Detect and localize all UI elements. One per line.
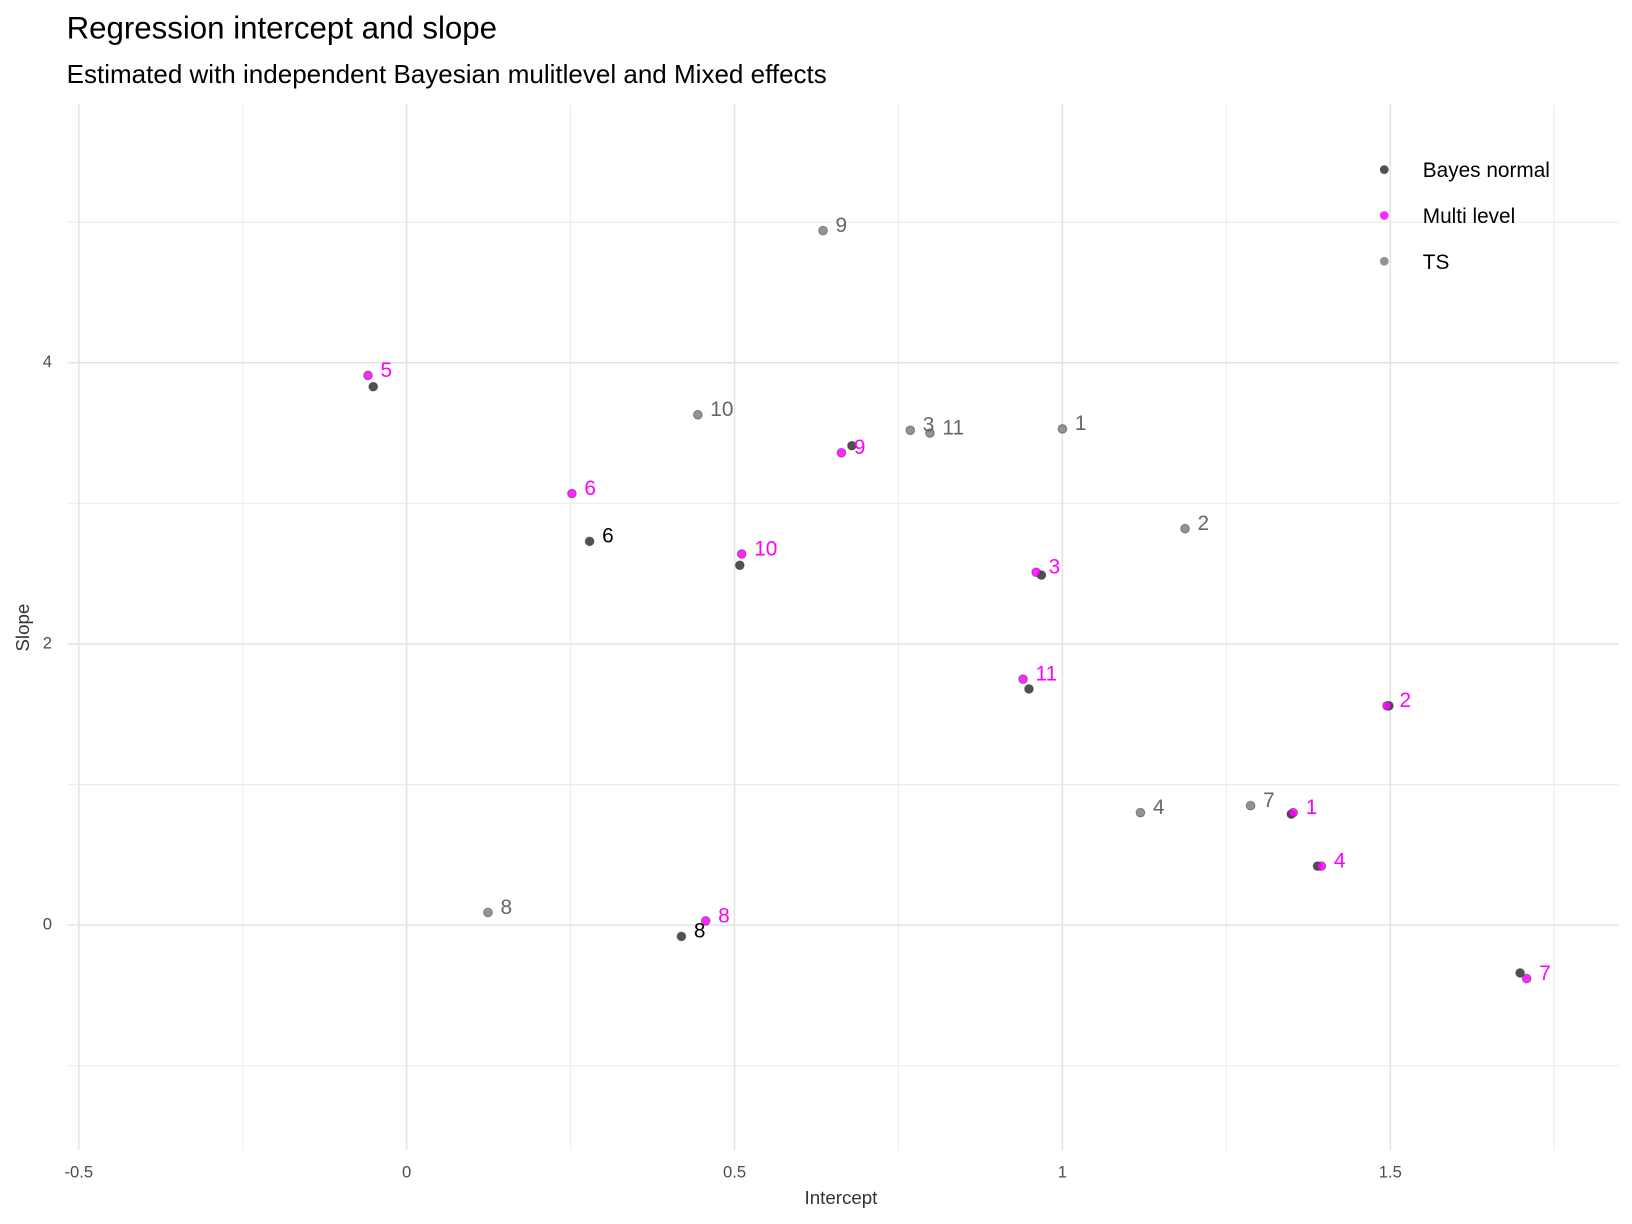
point xyxy=(676,931,687,942)
point xyxy=(818,225,828,236)
point xyxy=(1057,423,1068,434)
point-label: 8 xyxy=(500,896,512,919)
point xyxy=(700,916,711,926)
legend-swatch xyxy=(1379,256,1389,266)
legend-label: TS xyxy=(1423,251,1450,274)
point-label: 10 xyxy=(754,537,777,560)
point xyxy=(567,488,577,499)
point-label: 4 xyxy=(1334,849,1346,872)
chart-subtitle: Estimated with independent Bayesian muli… xyxy=(67,59,827,89)
legend-label: Multi level xyxy=(1423,205,1515,228)
y-tick-label: 0 xyxy=(43,915,52,934)
point xyxy=(483,907,493,918)
point xyxy=(1382,700,1392,711)
point xyxy=(847,440,857,451)
point xyxy=(1521,973,1532,984)
point xyxy=(1245,800,1256,811)
point xyxy=(1180,523,1190,534)
x-tick-label: 1 xyxy=(1058,1162,1067,1181)
point-label: 1 xyxy=(1306,796,1318,819)
point-label: 8 xyxy=(718,904,730,927)
x-tick-label: -0.5 xyxy=(64,1162,93,1181)
point-label: 9 xyxy=(836,214,848,237)
point xyxy=(836,447,847,458)
point xyxy=(584,536,595,547)
point xyxy=(1288,807,1299,818)
point-label: 9 xyxy=(854,436,866,459)
point-label: 2 xyxy=(1399,689,1411,712)
point xyxy=(734,560,745,571)
chart-title: Regression intercept and slope xyxy=(67,10,497,45)
point xyxy=(368,381,379,392)
y-tick-label: 4 xyxy=(43,352,52,371)
point-label: 4 xyxy=(1153,796,1165,819)
point-label: 11 xyxy=(1036,662,1058,685)
x-tick-label: 1.5 xyxy=(1379,1162,1402,1181)
point xyxy=(1018,674,1028,685)
legend: Bayes normal Multi level TS xyxy=(1379,159,1550,274)
x-axis-title: Intercept xyxy=(805,1187,879,1208)
legend-swatch xyxy=(1379,165,1389,175)
point xyxy=(1024,684,1034,694)
grid: -0.5 0 0.5 1 1.5 0 2 4 xyxy=(43,104,1619,1181)
point xyxy=(925,428,935,438)
point xyxy=(363,370,373,381)
point-label: 10 xyxy=(710,398,733,421)
point-label: 2 xyxy=(1198,512,1210,535)
y-tick-label: 2 xyxy=(43,633,52,652)
y-axis-title: Slope xyxy=(12,604,33,652)
point-label: 11 xyxy=(942,416,964,439)
point xyxy=(1515,968,1526,978)
point xyxy=(1135,807,1146,818)
point-label: 6 xyxy=(602,525,614,548)
point xyxy=(692,409,703,420)
point xyxy=(1316,861,1327,871)
point xyxy=(1031,567,1042,578)
x-tick-label: 0.5 xyxy=(723,1162,746,1181)
point-label: 8 xyxy=(694,920,706,943)
point-label: 1 xyxy=(1075,412,1087,435)
point xyxy=(905,425,916,436)
x-tick-label: 0 xyxy=(402,1162,411,1181)
point-label: 5 xyxy=(380,359,392,382)
point-label: 6 xyxy=(584,477,596,500)
legend-swatch xyxy=(1379,211,1389,220)
point-label: 7 xyxy=(1263,789,1275,812)
point-label: 3 xyxy=(923,414,935,437)
legend-label: Bayes normal xyxy=(1423,159,1550,182)
point xyxy=(736,549,747,559)
point-label: 7 xyxy=(1539,962,1551,985)
point-label: 3 xyxy=(1049,556,1061,579)
